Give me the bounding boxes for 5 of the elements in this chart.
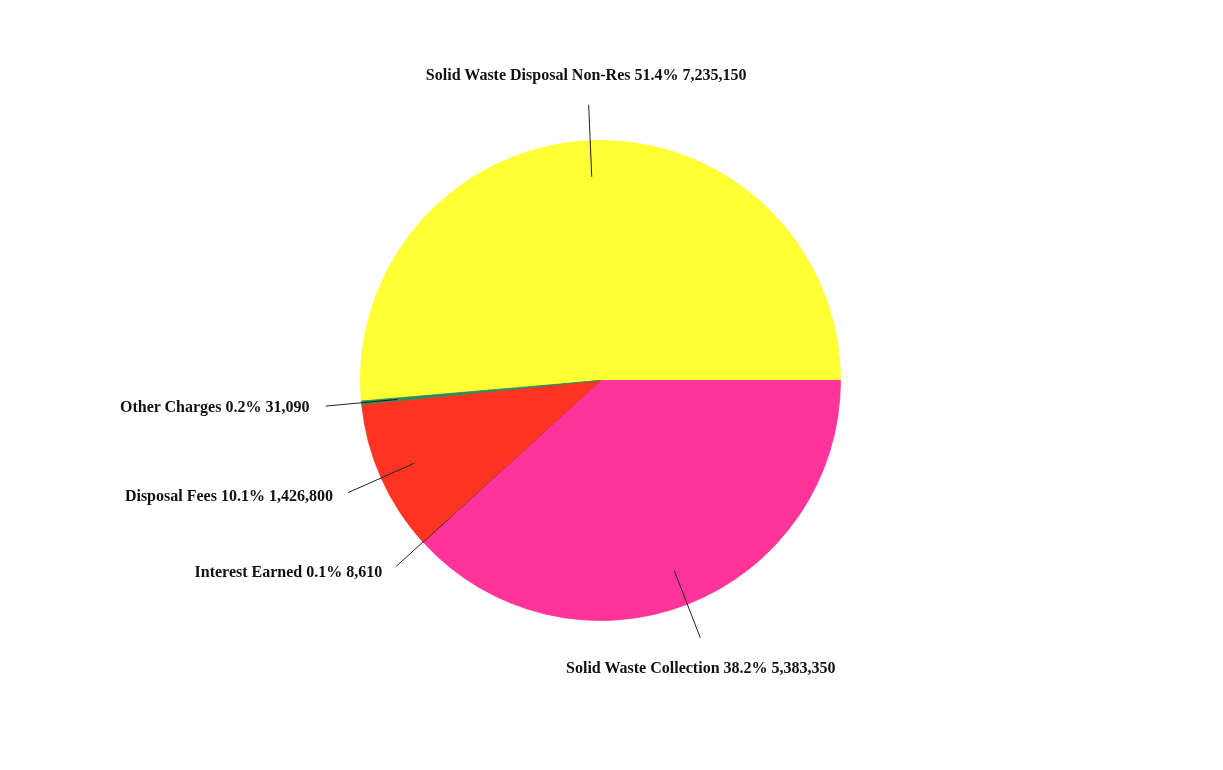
slice-label: Interest Earned 0.1% 8,610 bbox=[194, 562, 383, 580]
slice-label: Solid Waste Disposal Non-Res 51.4% 7,235,150 bbox=[425, 66, 747, 85]
slice-label: Solid Waste Collection 38.2% 5,383,350 bbox=[566, 658, 836, 676]
slice-label: Disposal Fees 10.1% 1,426,800 bbox=[124, 486, 333, 505]
slice-label: Other Charges 0.2% 31,090 bbox=[119, 398, 310, 417]
